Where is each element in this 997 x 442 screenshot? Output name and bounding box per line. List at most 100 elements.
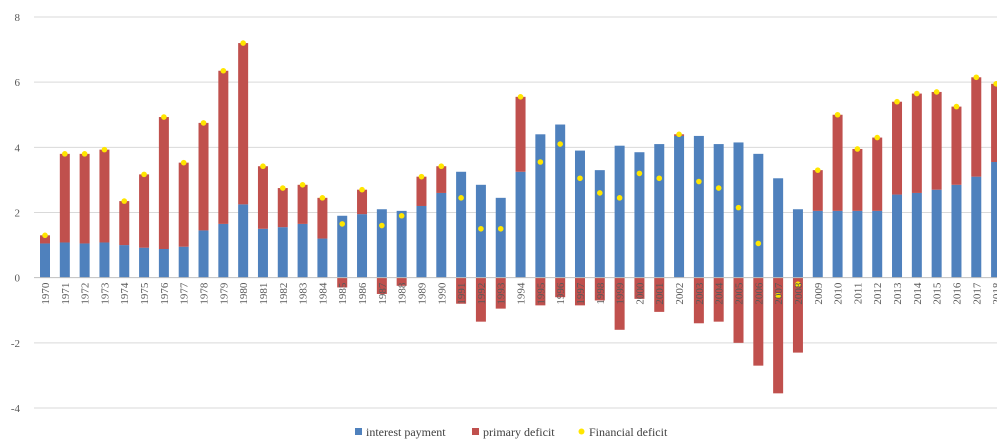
financial-deficit-point <box>814 167 821 173</box>
interest-payment-bar <box>139 247 150 278</box>
interest-payment-bar <box>594 170 605 278</box>
legend-financial-deficit: Financial deficit <box>578 425 668 439</box>
x-tick-label: 2016 <box>951 282 963 305</box>
primary-deficit-bar <box>277 188 288 228</box>
financial-deficit-point <box>497 225 504 232</box>
primary-deficit-bar <box>614 277 625 330</box>
financial-deficit-point <box>636 170 643 177</box>
interest-payment-bar <box>574 150 585 278</box>
x-tick-label: 2014 <box>912 282 924 305</box>
x-tick-label: 1997 <box>575 282 587 305</box>
financial-deficit-point <box>101 146 108 153</box>
financial-deficit-points <box>42 40 997 299</box>
interest-payment-bar <box>495 197 506 278</box>
primary-deficit-bar <box>40 235 50 244</box>
financial-deficit-point <box>696 178 702 185</box>
financial-deficit-point <box>398 212 405 219</box>
financial-deficit-point <box>993 80 997 87</box>
x-tick-label: 1992 <box>476 283 488 305</box>
x-tick-label: 1980 <box>238 282 250 305</box>
primary-deficit-bar <box>416 176 427 206</box>
x-tick-label: 1993 <box>496 282 508 305</box>
primary-deficit-bar <box>535 277 546 306</box>
primary-deficit-bar <box>753 277 764 366</box>
primary-deficit-bar <box>812 170 823 211</box>
interest-payment-bar <box>931 189 942 278</box>
primary-deficit-bar <box>733 277 744 343</box>
legend-label: interest payment <box>366 425 446 439</box>
x-tick-label: 1971 <box>60 283 72 305</box>
x-tick-label: 2000 <box>634 282 646 305</box>
primary-deficit-bar <box>495 277 506 309</box>
interest-payment-bar <box>357 214 368 278</box>
financial-deficit-point <box>854 146 861 152</box>
x-tick-label: 1983 <box>298 282 310 305</box>
interest-payment-bar <box>773 178 784 278</box>
interest-payment-bar <box>614 145 625 278</box>
primary-deficit-bar <box>693 277 704 324</box>
legend-primary-deficit: primary deficit <box>472 425 555 439</box>
interest-payment-bar <box>674 135 685 278</box>
y-axis-labels: 8 6 4 2 0 -2 -4 <box>11 12 21 415</box>
financial-deficit-point <box>161 114 167 120</box>
primary-deficit-bar <box>832 114 843 211</box>
financial-deficit-point <box>795 281 801 287</box>
financial-deficit-point <box>458 195 464 201</box>
primary-deficit-bar <box>555 277 566 298</box>
primary-deficit-bar <box>59 153 70 243</box>
financial-deficit-point <box>616 195 623 201</box>
interest-payment-bar <box>178 246 189 278</box>
financial-deficit-point <box>319 195 326 201</box>
x-tick-label: 2006 <box>753 282 765 305</box>
x-tick-label: 1998 <box>595 282 607 305</box>
primary-deficit-bar <box>654 277 665 312</box>
x-tick-label: 2013 <box>892 282 904 305</box>
primary-deficit-bar <box>931 91 942 190</box>
interest-payment-bar <box>59 242 70 278</box>
primary-deficit-bar <box>852 148 863 211</box>
legend-interest-payment: interest payment <box>355 425 446 439</box>
x-tick-label: 1975 <box>139 282 151 305</box>
financial-deficit-point <box>537 159 544 165</box>
interest-payment-bar <box>892 194 903 278</box>
primary-deficit-bar <box>713 277 724 322</box>
legend-label: Financial deficit <box>589 425 668 439</box>
financial-deficit-point <box>438 163 445 170</box>
interest-payment-bar <box>238 204 249 278</box>
primary-deficit-bar <box>436 166 447 193</box>
primary-deficit-bar <box>257 166 268 229</box>
primary-deficit-bar <box>594 277 605 301</box>
y-tick-label: -4 <box>11 403 21 415</box>
x-tick-label: 1989 <box>416 282 428 305</box>
financial-deficit-point <box>379 222 385 229</box>
x-tick-label: 2008 <box>793 282 805 305</box>
interest-payment-bar <box>416 205 427 278</box>
x-tick-label: 1973 <box>99 282 111 305</box>
x-tick-label: 1991 <box>456 283 468 305</box>
primary-deficit-bar <box>951 106 962 185</box>
interest-payment-bar <box>555 124 566 278</box>
primary-deficit-bar <box>634 277 645 299</box>
primary-deficit-bar <box>892 101 903 195</box>
x-tick-label: 2005 <box>734 282 746 305</box>
x-tick-label: 2007 <box>773 282 785 305</box>
interest-payment-bar <box>991 161 997 278</box>
x-tick-label: 1985 <box>337 282 349 305</box>
x-tick-label: 1994 <box>516 282 528 305</box>
primary-deficit-bar <box>178 162 189 247</box>
primary-deficit-bar <box>99 149 110 243</box>
x-tick-label: 1986 <box>357 282 369 305</box>
interest-payment-bar <box>792 209 803 278</box>
interest-payment-bar <box>852 210 863 278</box>
financial-deficit-point <box>42 232 48 239</box>
bars <box>40 43 997 394</box>
primary-deficit-bar <box>792 277 803 353</box>
interest-payment-bar <box>99 242 110 278</box>
financial-deficit-point <box>933 89 940 95</box>
legend-swatch <box>472 428 479 435</box>
x-tick-label: 1988 <box>397 282 409 305</box>
interest-payment-bar <box>158 248 169 278</box>
interest-payment-bar <box>634 152 645 278</box>
interest-payment-bar <box>515 171 526 278</box>
x-tick-label: 1974 <box>119 282 131 305</box>
